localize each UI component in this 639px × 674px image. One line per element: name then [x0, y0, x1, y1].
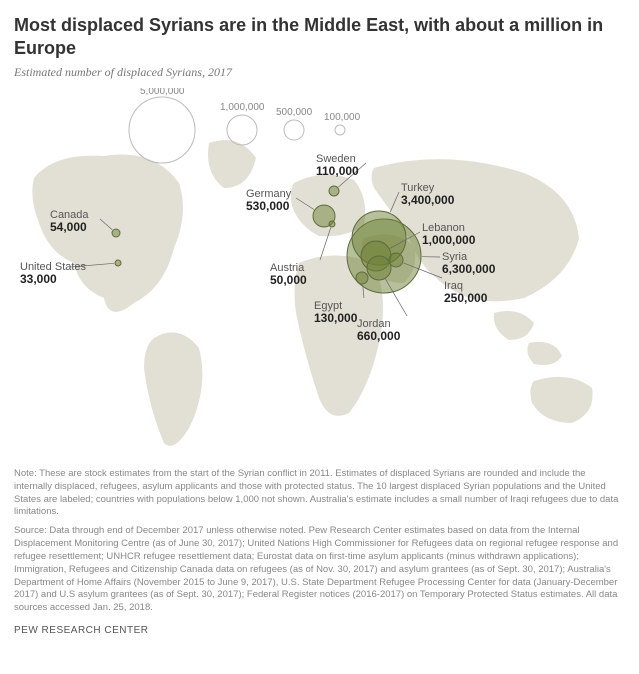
bubble-egypt — [356, 272, 368, 284]
bubble-united-states — [115, 260, 121, 266]
country-label-jordan: Jordan660,000 — [357, 318, 400, 343]
country-label-sweden: Sweden110,000 — [316, 153, 359, 178]
country-value: 530,000 — [246, 200, 291, 213]
bubble-austria — [329, 221, 335, 227]
source-text: Source: Data through end of December 201… — [14, 525, 625, 615]
bubble-iraq — [389, 253, 403, 267]
country-label-turkey: Turkey3,400,000 — [401, 182, 454, 207]
legend-label-0: 5,000,000 — [140, 88, 185, 97]
country-label-lebanon: Lebanon1,000,000 — [422, 222, 475, 247]
country-label-austria: Austria50,000 — [270, 262, 307, 287]
country-value: 50,000 — [270, 274, 307, 287]
country-label-egypt: Egypt130,000 — [314, 300, 357, 325]
country-label-canada: Canada54,000 — [50, 209, 89, 234]
bubble-canada — [112, 229, 120, 237]
country-label-united-states: United States33,000 — [20, 261, 86, 286]
country-value: 3,400,000 — [401, 194, 454, 207]
note-text: Note: These are stock estimates from the… — [14, 468, 625, 519]
legend-label-2: 500,000 — [276, 107, 313, 118]
country-value: 33,000 — [20, 273, 86, 286]
country-value: 660,000 — [357, 330, 400, 343]
map-chart: 5,000,000 1,000,000 500,000 100,000 Cana… — [14, 88, 625, 458]
country-label-syria: Syria6,300,000 — [442, 251, 495, 276]
bubble-sweden — [329, 186, 339, 196]
country-value: 110,000 — [316, 165, 359, 178]
country-label-iraq: Iraq250,000 — [444, 280, 487, 305]
country-value: 1,000,000 — [422, 234, 475, 247]
legend-label-1: 1,000,000 — [220, 102, 265, 113]
footer-attribution: PEW RESEARCH CENTER — [14, 625, 625, 636]
page-title: Most displaced Syrians are in the Middle… — [14, 14, 625, 59]
legend-label-3: 100,000 — [324, 112, 361, 123]
country-value: 6,300,000 — [442, 263, 495, 276]
country-value: 250,000 — [444, 292, 487, 305]
page-subtitle: Estimated number of displaced Syrians, 2… — [14, 65, 625, 80]
bubble-jordan — [367, 256, 391, 280]
landmasses — [32, 140, 592, 446]
country-value: 54,000 — [50, 221, 89, 234]
world-map-svg: 5,000,000 1,000,000 500,000 100,000 — [14, 88, 625, 458]
country-label-germany: Germany530,000 — [246, 188, 291, 213]
country-value: 130,000 — [314, 312, 357, 325]
